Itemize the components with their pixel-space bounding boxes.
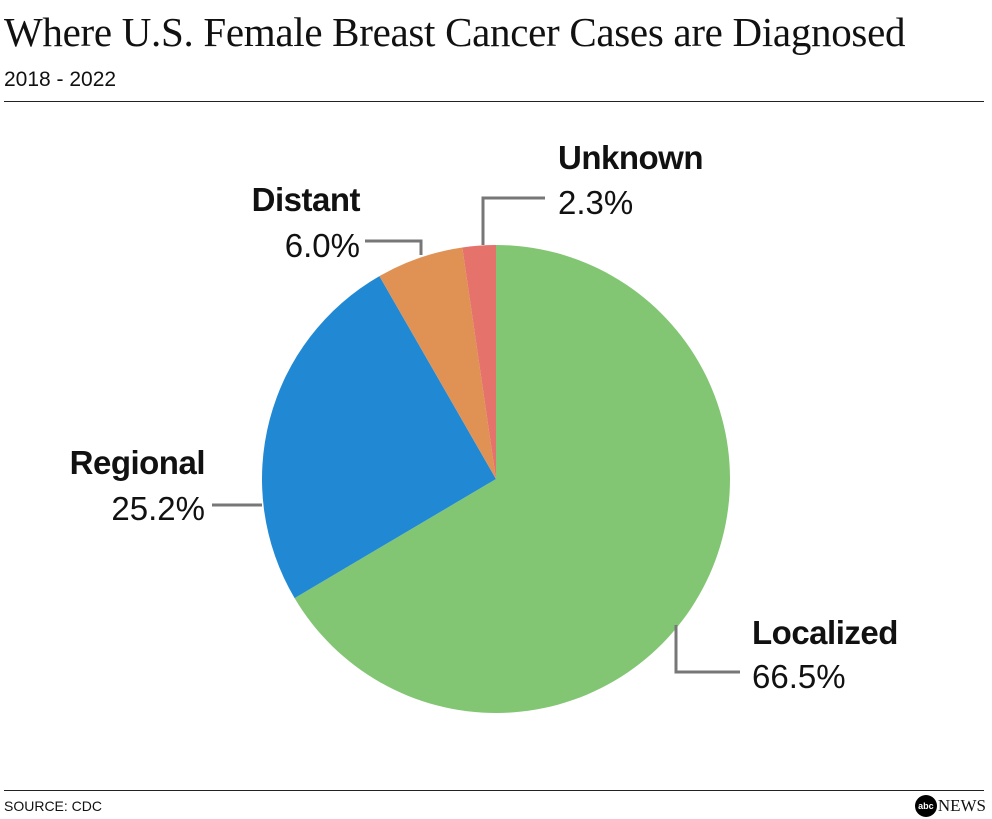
slice-value-regional: 25.2% [111,490,205,527]
pie-slice-unknown [462,245,496,479]
leader-line-unknown [481,196,545,245]
abc-news-logo: abc NEWS [914,795,986,817]
pie-slice-distant [379,247,496,479]
source-note: SOURCE: CDC [4,798,103,814]
leader-line-localized [674,625,740,674]
bottom-divider [4,790,984,791]
slice-label-regional: Regional [70,444,205,481]
slice-value-distant: 6.0% [285,227,360,264]
chart-subtitle: 2018 - 2022 [4,68,117,91]
top-divider [4,101,984,102]
leader-line-distant [365,239,423,255]
pie-slice-regional [262,276,496,599]
slice-label-localized: Localized [752,614,898,651]
slice-label-distant: Distant [252,181,361,218]
chart-title: Where U.S. Female Breast Cancer Cases ar… [4,9,906,55]
slice-label-unknown: Unknown [558,139,703,176]
pie-slice-localized [294,245,731,714]
slice-value-unknown: 2.3% [558,184,633,221]
slice-value-localized: 66.5% [752,658,846,695]
